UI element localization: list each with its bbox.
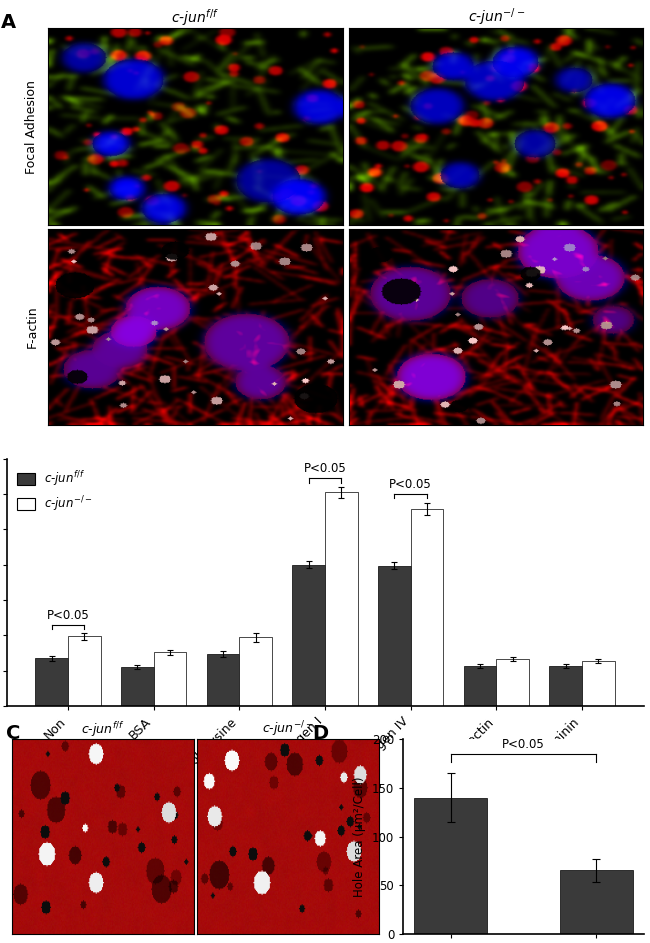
- Bar: [121, 667, 153, 706]
- Text: P<0.05: P<0.05: [502, 738, 545, 752]
- Bar: [549, 666, 582, 706]
- Bar: [464, 666, 497, 706]
- Text: C: C: [6, 724, 20, 743]
- Bar: [325, 492, 358, 706]
- Bar: [239, 637, 272, 706]
- Bar: [68, 637, 101, 706]
- Legend: $c$-$jun^{f/f}$, $c$-$jun^{-/-}$: $c$-$jun^{f/f}$, $c$-$jun^{-/-}$: [12, 465, 98, 519]
- Bar: [36, 658, 68, 706]
- Bar: [378, 566, 411, 706]
- Title: $c$-$jun^{f/f}$: $c$-$jun^{f/f}$: [172, 8, 220, 28]
- Text: F-actin: F-actin: [25, 306, 38, 348]
- Title: $c$-$jun^{f/f}$: $c$-$jun^{f/f}$: [81, 720, 125, 739]
- Bar: [582, 661, 614, 706]
- Bar: [560, 870, 632, 934]
- Bar: [292, 565, 325, 706]
- Text: P<0.05: P<0.05: [389, 478, 432, 491]
- Text: Focal Adhesion: Focal Adhesion: [25, 79, 38, 174]
- Bar: [497, 659, 529, 706]
- Title: $c$-$jun^{-/-}$: $c$-$jun^{-/-}$: [467, 7, 525, 28]
- Bar: [153, 653, 186, 706]
- Text: P<0.05: P<0.05: [47, 609, 90, 622]
- Text: P<0.05: P<0.05: [304, 462, 346, 475]
- Text: D: D: [312, 724, 328, 743]
- Bar: [414, 798, 487, 934]
- Bar: [411, 509, 443, 706]
- Y-axis label: Hole Area (μm²/Cell): Hole Area (μm²/Cell): [354, 776, 367, 897]
- Text: A: A: [1, 12, 16, 31]
- Title: $c$-$jun^{-/-}$: $c$-$jun^{-/-}$: [262, 720, 314, 739]
- Bar: [207, 653, 239, 706]
